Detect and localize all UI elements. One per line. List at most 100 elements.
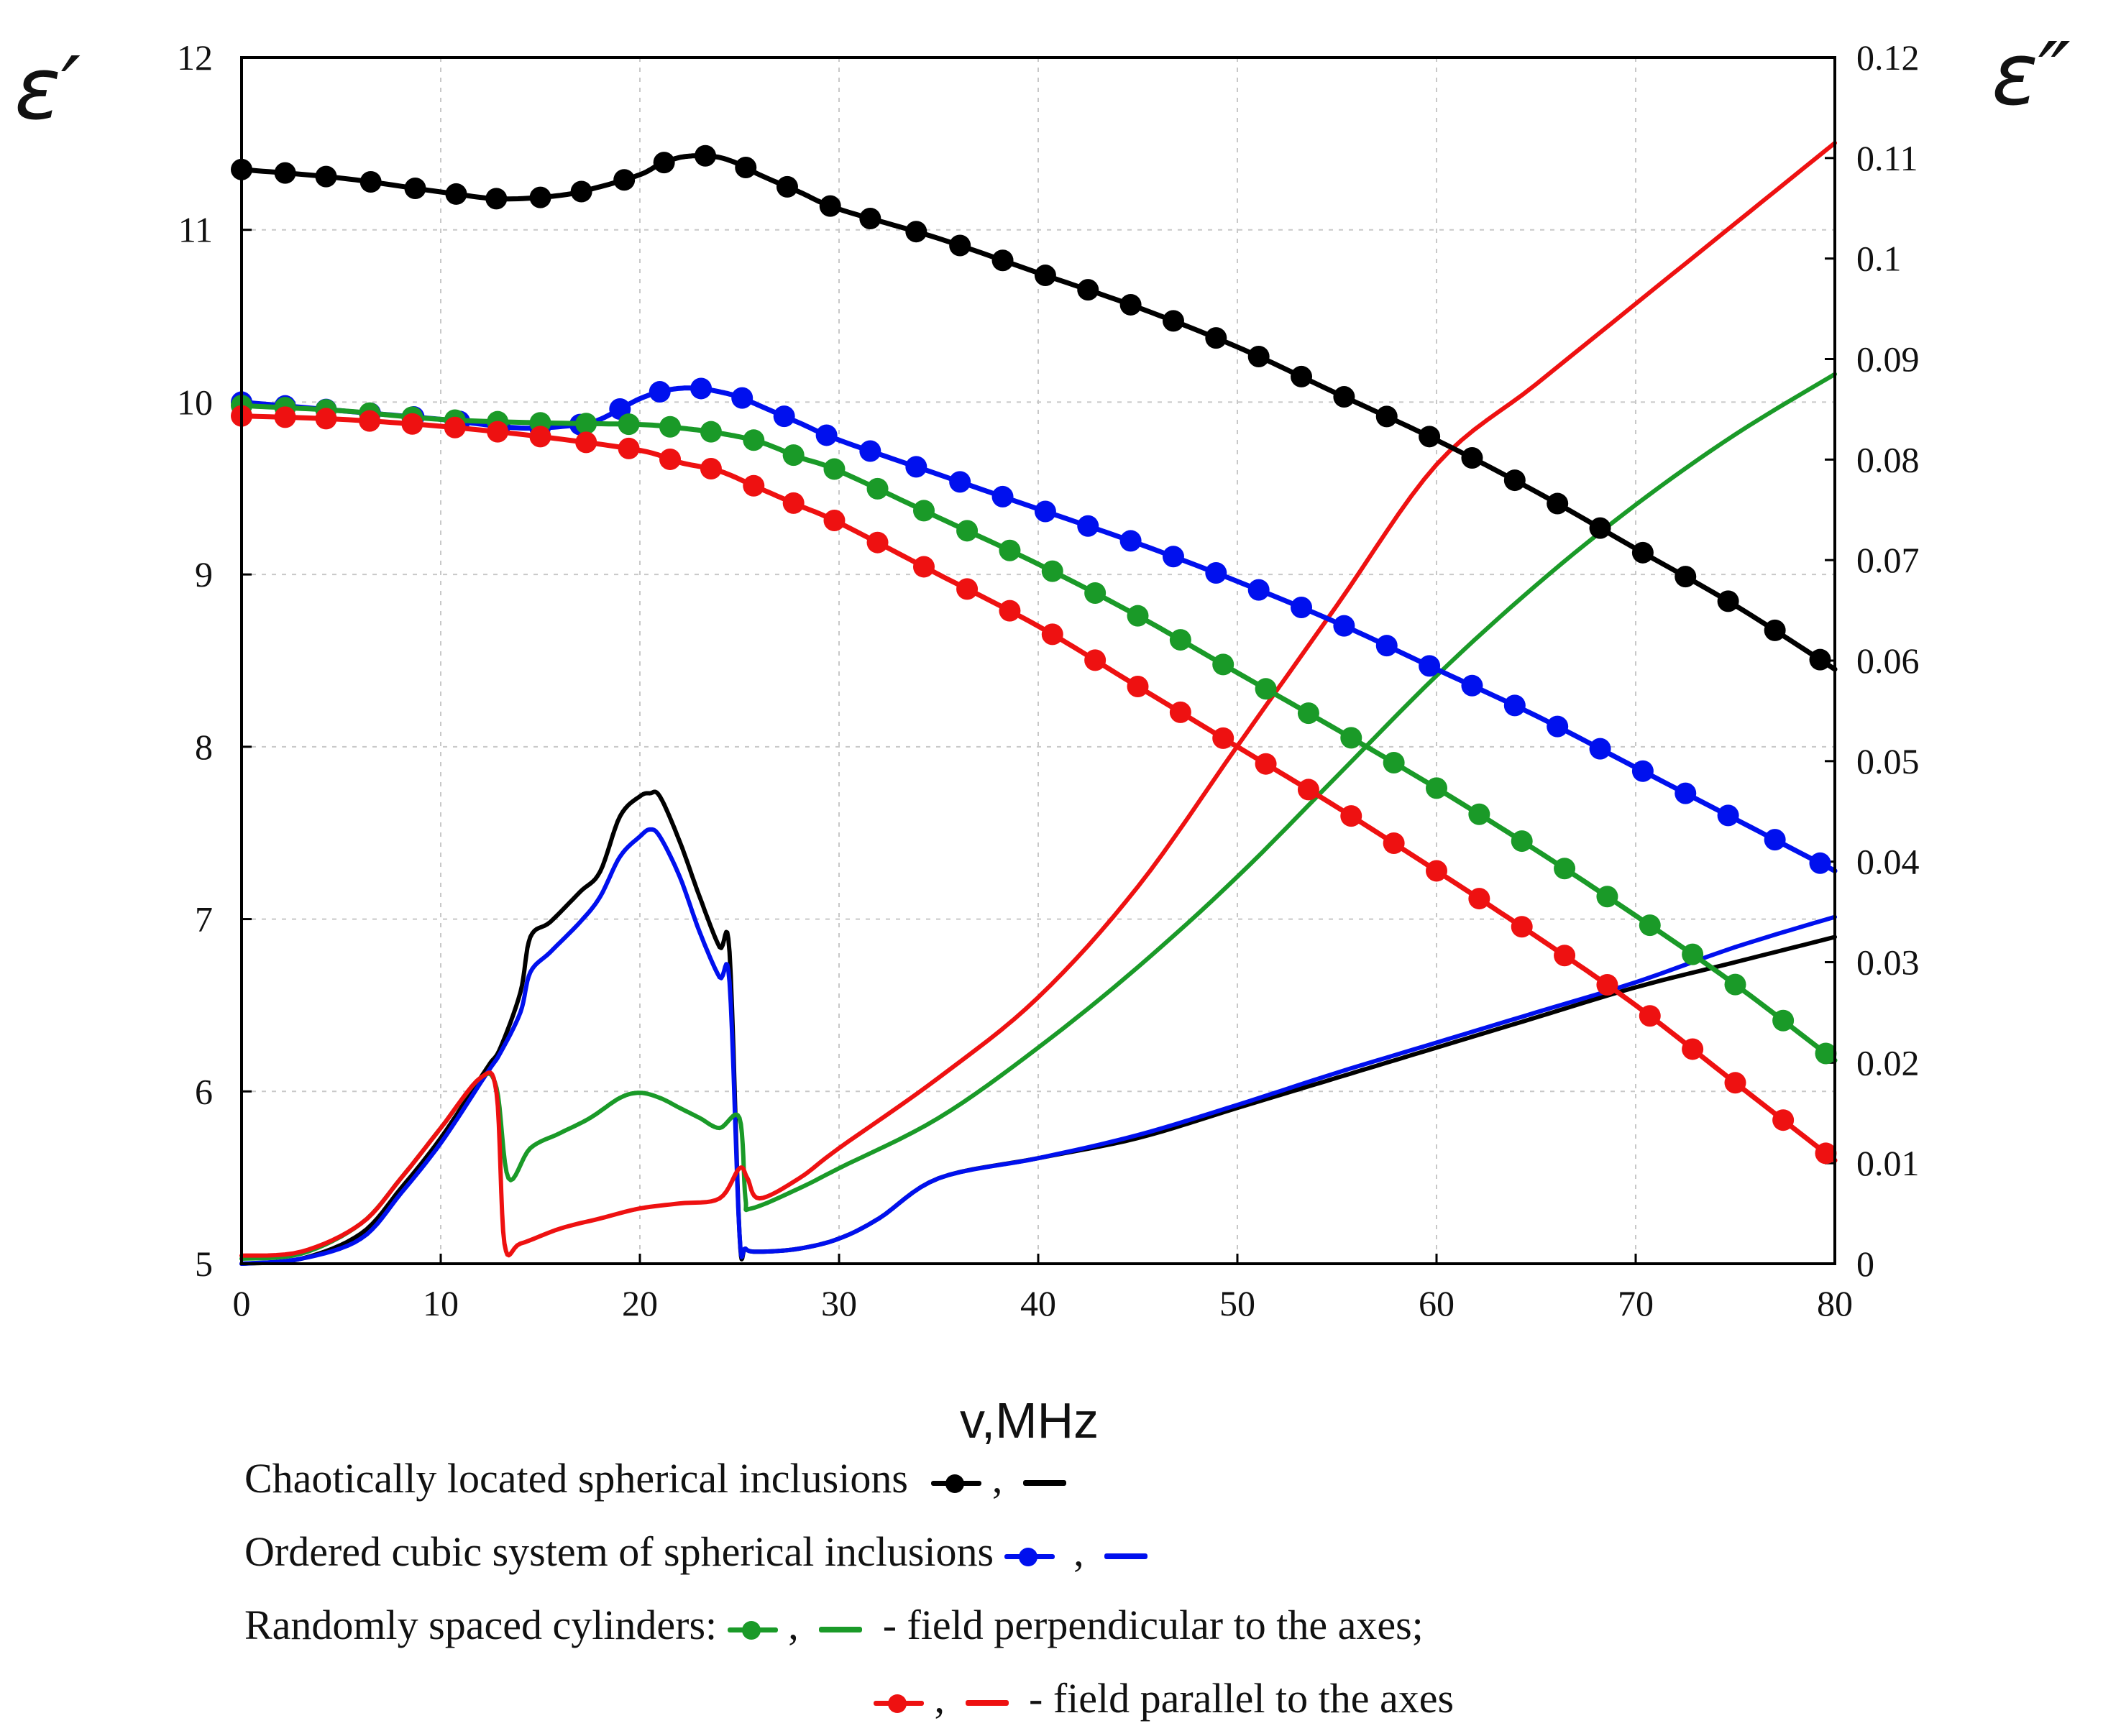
data-point [1503, 469, 1526, 492]
data-point [1547, 492, 1569, 515]
data-point [485, 188, 508, 210]
data-point [1764, 619, 1786, 641]
legend-line-black [1022, 1479, 1066, 1486]
legend-line-red [965, 1699, 1009, 1706]
data-point [1631, 541, 1654, 564]
data-point [999, 539, 1021, 561]
data-point [1291, 596, 1313, 618]
y-left-tick-label: 10 [177, 382, 213, 422]
data-point [700, 458, 722, 480]
legend-line-1: Chaotically located spherical inclusions… [244, 1458, 1066, 1500]
data-point [956, 520, 979, 542]
data-point [1162, 310, 1184, 332]
data-point [815, 424, 838, 446]
data-point [1815, 1142, 1837, 1165]
x-tick-label: 40 [1020, 1283, 1056, 1323]
data-point [700, 421, 722, 443]
data-point [653, 152, 675, 174]
data-point [1815, 1042, 1837, 1065]
data-point [1034, 265, 1056, 287]
y-left-tick-label: 9 [195, 554, 213, 594]
data-point [695, 144, 717, 167]
data-point [359, 171, 382, 193]
data-point [1127, 605, 1149, 627]
data-point [570, 180, 592, 203]
legend-sep: , [991, 1455, 1003, 1502]
data-point [1596, 886, 1618, 908]
data-point [1724, 973, 1746, 996]
data-point [819, 195, 841, 217]
data-point [1772, 1109, 1795, 1131]
data-point [859, 440, 881, 462]
data-point [1340, 727, 1362, 749]
data-point [1169, 701, 1191, 723]
y-right-tick-label: 0.1 [1856, 239, 1902, 279]
data-point [1119, 530, 1142, 552]
data-point [659, 448, 681, 470]
data-point [1084, 649, 1107, 671]
legend-line-green [819, 1626, 863, 1632]
data-point [1547, 715, 1569, 738]
data-point [956, 578, 979, 600]
data-point [905, 456, 927, 478]
data-point [743, 429, 765, 451]
legend-label-ordered: Ordered cubic system of spherical inclus… [244, 1528, 994, 1575]
legend-line-2: Ordered cubic system of spherical inclus… [244, 1528, 1148, 1575]
y-right-tick-label: 0 [1856, 1244, 1874, 1284]
data-point [315, 165, 337, 188]
data-point [359, 410, 381, 432]
legend-line-blue [1104, 1553, 1148, 1559]
data-point [1468, 803, 1490, 825]
data-point [1461, 447, 1483, 469]
data-point [1212, 653, 1234, 676]
legend-label-cylinders: Randomly spaced cylinders: [244, 1602, 718, 1648]
data-point [991, 249, 1014, 272]
data-point [949, 471, 971, 493]
y-right-tick-label: 0.01 [1856, 1143, 1920, 1183]
data-point [823, 510, 846, 532]
y-left-axis-symbol: ε′ [14, 40, 81, 139]
data-point [649, 381, 671, 403]
data-point [743, 474, 765, 497]
data-point [1639, 1005, 1661, 1027]
data-point [1675, 566, 1697, 588]
y-left-tick-label: 7 [195, 899, 213, 940]
data-point [529, 186, 551, 208]
data-point [1162, 546, 1184, 568]
data-point [1426, 860, 1447, 882]
y-right-tick-label: 0.06 [1856, 640, 1920, 681]
y-right-tick-label: 0.09 [1856, 339, 1920, 380]
data-point [690, 377, 713, 400]
data-point [782, 444, 805, 467]
data-point [445, 183, 467, 205]
data-point [1639, 914, 1661, 937]
x-tick-label: 10 [423, 1283, 459, 1323]
y-right-axis-symbol: ε″ [1992, 25, 2071, 125]
data-point [529, 426, 551, 448]
data-point [618, 437, 640, 459]
y-left-tick-label: 12 [177, 37, 213, 78]
y-left-tick-label: 5 [195, 1244, 213, 1284]
data-point [776, 175, 798, 198]
data-point [866, 531, 889, 554]
data-point [1682, 1038, 1704, 1060]
data-point [1589, 738, 1611, 760]
data-point [1717, 804, 1739, 827]
legend-sep: , [788, 1602, 799, 1648]
y-right-tick-label: 0.04 [1856, 842, 1920, 882]
series-line-chaotically-located-spherical-inclusions [239, 789, 1837, 1266]
x-tick-label: 60 [1419, 1283, 1455, 1323]
data-point [274, 406, 296, 428]
legend-suffix-perpendicular: - field perpendicular to the axes; [882, 1602, 1424, 1648]
data-point [1554, 858, 1576, 880]
data-point [1717, 590, 1739, 612]
plot-frame [240, 56, 1836, 1265]
data-point [1255, 678, 1277, 700]
data-point [1084, 582, 1107, 604]
data-point [1205, 562, 1227, 584]
data-point [1169, 629, 1191, 651]
data-point [1255, 753, 1277, 775]
y-right-tick-label: 0.08 [1856, 439, 1920, 479]
data-point [1212, 727, 1234, 749]
